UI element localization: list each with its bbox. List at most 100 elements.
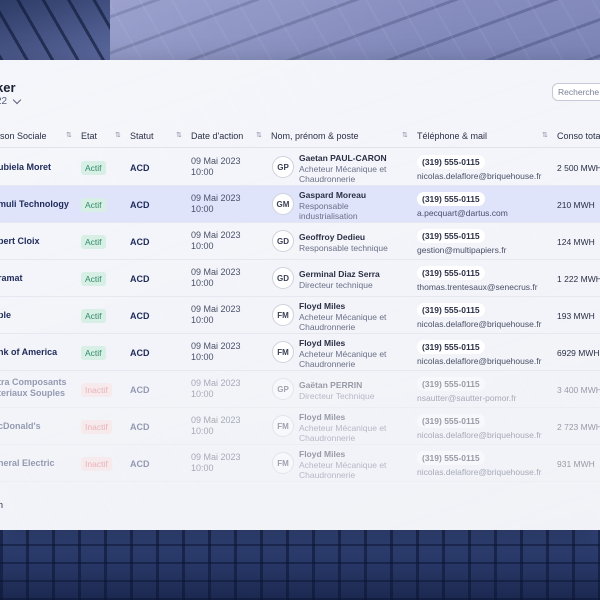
statut-value: ACD	[130, 385, 150, 395]
avatar: FM	[272, 415, 294, 437]
action-date: 09 Mai 2023 10:00	[191, 156, 241, 177]
status-badge: Inactif	[81, 420, 112, 434]
consumption-value: 2 723 MWH	[557, 422, 600, 432]
avatar: GP	[272, 378, 294, 400]
search-input[interactable]: Recherche	[552, 83, 600, 101]
table-row[interactable]: nk of America Actif ACD 09 Mai 2023 10:00…	[0, 334, 600, 371]
table-row-selected[interactable]: muli Technology Actif ACD 09 Mai 2023 10:…	[0, 186, 600, 223]
table-body: ubiela Moret Actif ACD 09 Mai 2023 10:00 …	[0, 149, 600, 482]
phone-chip[interactable]: (319) 555-0115	[417, 155, 485, 169]
table-row[interactable]: neral Electric Inactif ACD 09 Mai 2023 10…	[0, 445, 600, 482]
company-name: ubiela Moret	[0, 162, 52, 172]
company-name: ramat	[0, 273, 23, 283]
contact-person: Gaëtan PERRIN Directeur Technique	[299, 380, 375, 401]
chevron-down-icon	[12, 95, 22, 105]
column-header-company[interactable]: ison Sociale	[0, 131, 47, 141]
background-building-top	[0, 0, 110, 60]
phone-chip[interactable]: (319) 555-0115	[417, 303, 485, 317]
table-row[interactable]: tra Composants teriaux Souples Inactif A…	[0, 371, 600, 408]
status-badge: Actif	[81, 272, 106, 286]
avatar: GD	[272, 267, 294, 289]
status-badge: Inactif	[81, 457, 112, 471]
statut-value: ACD	[130, 237, 150, 247]
column-header-conso[interactable]: Conso tota	[557, 131, 600, 141]
email-link[interactable]: a.pecquart@dartus.com	[417, 208, 508, 218]
phone-chip[interactable]: (319) 555-0115	[417, 377, 485, 391]
status-badge: Inactif	[81, 383, 112, 397]
action-date: 09 Mai 2023 10:00	[191, 230, 241, 251]
phone-chip[interactable]: (319) 555-0115	[417, 229, 485, 243]
phone-chip[interactable]: (319) 555-0115	[417, 451, 485, 465]
consumption-value: 3 400 MWH	[557, 385, 600, 395]
table-row[interactable]: ubiela Moret Actif ACD 09 Mai 2023 10:00 …	[0, 149, 600, 186]
company-name: cDonald's	[0, 421, 41, 431]
company-name: muli Technology	[0, 199, 69, 209]
contact-person: Floyd Miles Acheteur Mécanique et Chaudro…	[299, 412, 387, 443]
background-building-bottom	[0, 530, 600, 600]
column-header-statut[interactable]: Statut	[130, 131, 154, 141]
phone-chip[interactable]: (319) 555-0115	[417, 340, 485, 354]
statut-value: ACD	[130, 311, 150, 321]
status-badge: Actif	[81, 346, 106, 360]
sort-icon[interactable]: ⇅	[66, 132, 72, 139]
statut-value: ACD	[130, 348, 150, 358]
action-date: 09 Mai 2023 10:00	[191, 415, 241, 436]
table-row[interactable]: bert Cloix Actif ACD 09 Mai 2023 10:00 GD…	[0, 223, 600, 260]
status-badge: Actif	[81, 309, 106, 323]
contacts-panel: ker 22 Recherche ison Sociale ⇅ Etat ⇅ S…	[0, 60, 600, 530]
sort-icon[interactable]: ⇅	[402, 132, 408, 139]
status-badge: Actif	[81, 198, 106, 212]
phone-chip[interactable]: (319) 555-0115	[417, 266, 485, 280]
action-date: 09 Mai 2023 10:00	[191, 378, 241, 399]
sort-icon[interactable]: ⇅	[542, 132, 548, 139]
statut-value: ACD	[130, 163, 150, 173]
sort-icon[interactable]: ⇅	[176, 132, 182, 139]
statut-value: ACD	[130, 422, 150, 432]
status-badge: Actif	[81, 235, 106, 249]
email-link[interactable]: nicolas.delaflore@briquehouse.fr	[417, 319, 542, 329]
email-link[interactable]: thomas.trentesaux@senecrus.fr	[417, 282, 538, 292]
phone-chip[interactable]: (319) 555-0115	[417, 192, 485, 206]
sort-icon[interactable]: ⇅	[115, 132, 121, 139]
statut-value: ACD	[130, 200, 150, 210]
phone-chip[interactable]: (319) 555-0115	[417, 414, 485, 428]
action-date: 09 Mai 2023 10:00	[191, 304, 241, 325]
column-header-date[interactable]: Date d'action	[191, 131, 244, 141]
column-header-person[interactable]: Nom, prénom & poste	[271, 131, 359, 141]
email-link[interactable]: nicolas.delaflore@briquehouse.fr	[417, 356, 542, 366]
table-row[interactable]: ple Actif ACD 09 Mai 2023 10:00 FM Floyd …	[0, 297, 600, 334]
email-link[interactable]: nicolas.delaflore@briquehouse.fr	[417, 171, 542, 181]
company-name: nk of America	[0, 347, 58, 357]
table-header: ison Sociale ⇅ Etat ⇅ Statut ⇅ Date d'ac…	[0, 126, 600, 148]
email-link[interactable]: gestion@multipapiers.fr	[417, 245, 507, 255]
column-header-etat[interactable]: Etat	[81, 131, 98, 141]
consumption-value: 193 MWH	[557, 311, 595, 321]
contact-person: Germinal Diaz Serra Directeur technique	[299, 269, 380, 290]
statut-value: ACD	[130, 459, 150, 469]
email-link[interactable]: nsautter@sautter-pomor.fr	[417, 393, 517, 403]
email-link[interactable]: nicolas.delaflore@briquehouse.fr	[417, 467, 542, 477]
avatar: GP	[272, 156, 294, 178]
consumption-value: 2 500 MWH	[557, 163, 600, 173]
period-selector[interactable]: 22	[0, 95, 22, 107]
sort-icon[interactable]: ⇅	[256, 132, 262, 139]
contact-person: Gaspard Moreau Responsable industrialisat…	[299, 190, 367, 221]
company-name: ple	[0, 310, 12, 320]
consumption-value: 210 MWH	[557, 200, 595, 210]
consumption-value: 6929 MWH	[557, 348, 600, 358]
company-name: tra Composants teriaux Souples	[0, 377, 67, 398]
table-row[interactable]: cDonald's Inactif ACD 09 Mai 2023 10:00 F…	[0, 408, 600, 445]
table-row[interactable]: ramat Actif ACD 09 Mai 2023 10:00 GD Germ…	[0, 260, 600, 297]
contact-person: Floyd Miles Acheteur Mécanique et Chaudro…	[299, 301, 387, 332]
avatar: GD	[272, 230, 294, 252]
contact-person: Floyd Miles Acheteur Mécanique et Chaudro…	[299, 449, 387, 480]
company-name: neral Electric	[0, 458, 55, 468]
avatar: GM	[272, 193, 294, 215]
avatar: FM	[272, 452, 294, 474]
email-link[interactable]: nicolas.delaflore@briquehouse.fr	[417, 430, 542, 440]
statut-value: ACD	[130, 274, 150, 284]
avatar: FM	[272, 341, 294, 363]
consumption-value: 124 MWH	[557, 237, 595, 247]
contact-person: Geoffroy Dedieu Responsable technique	[299, 232, 388, 253]
column-header-contact[interactable]: Téléphone & mail	[417, 131, 488, 141]
